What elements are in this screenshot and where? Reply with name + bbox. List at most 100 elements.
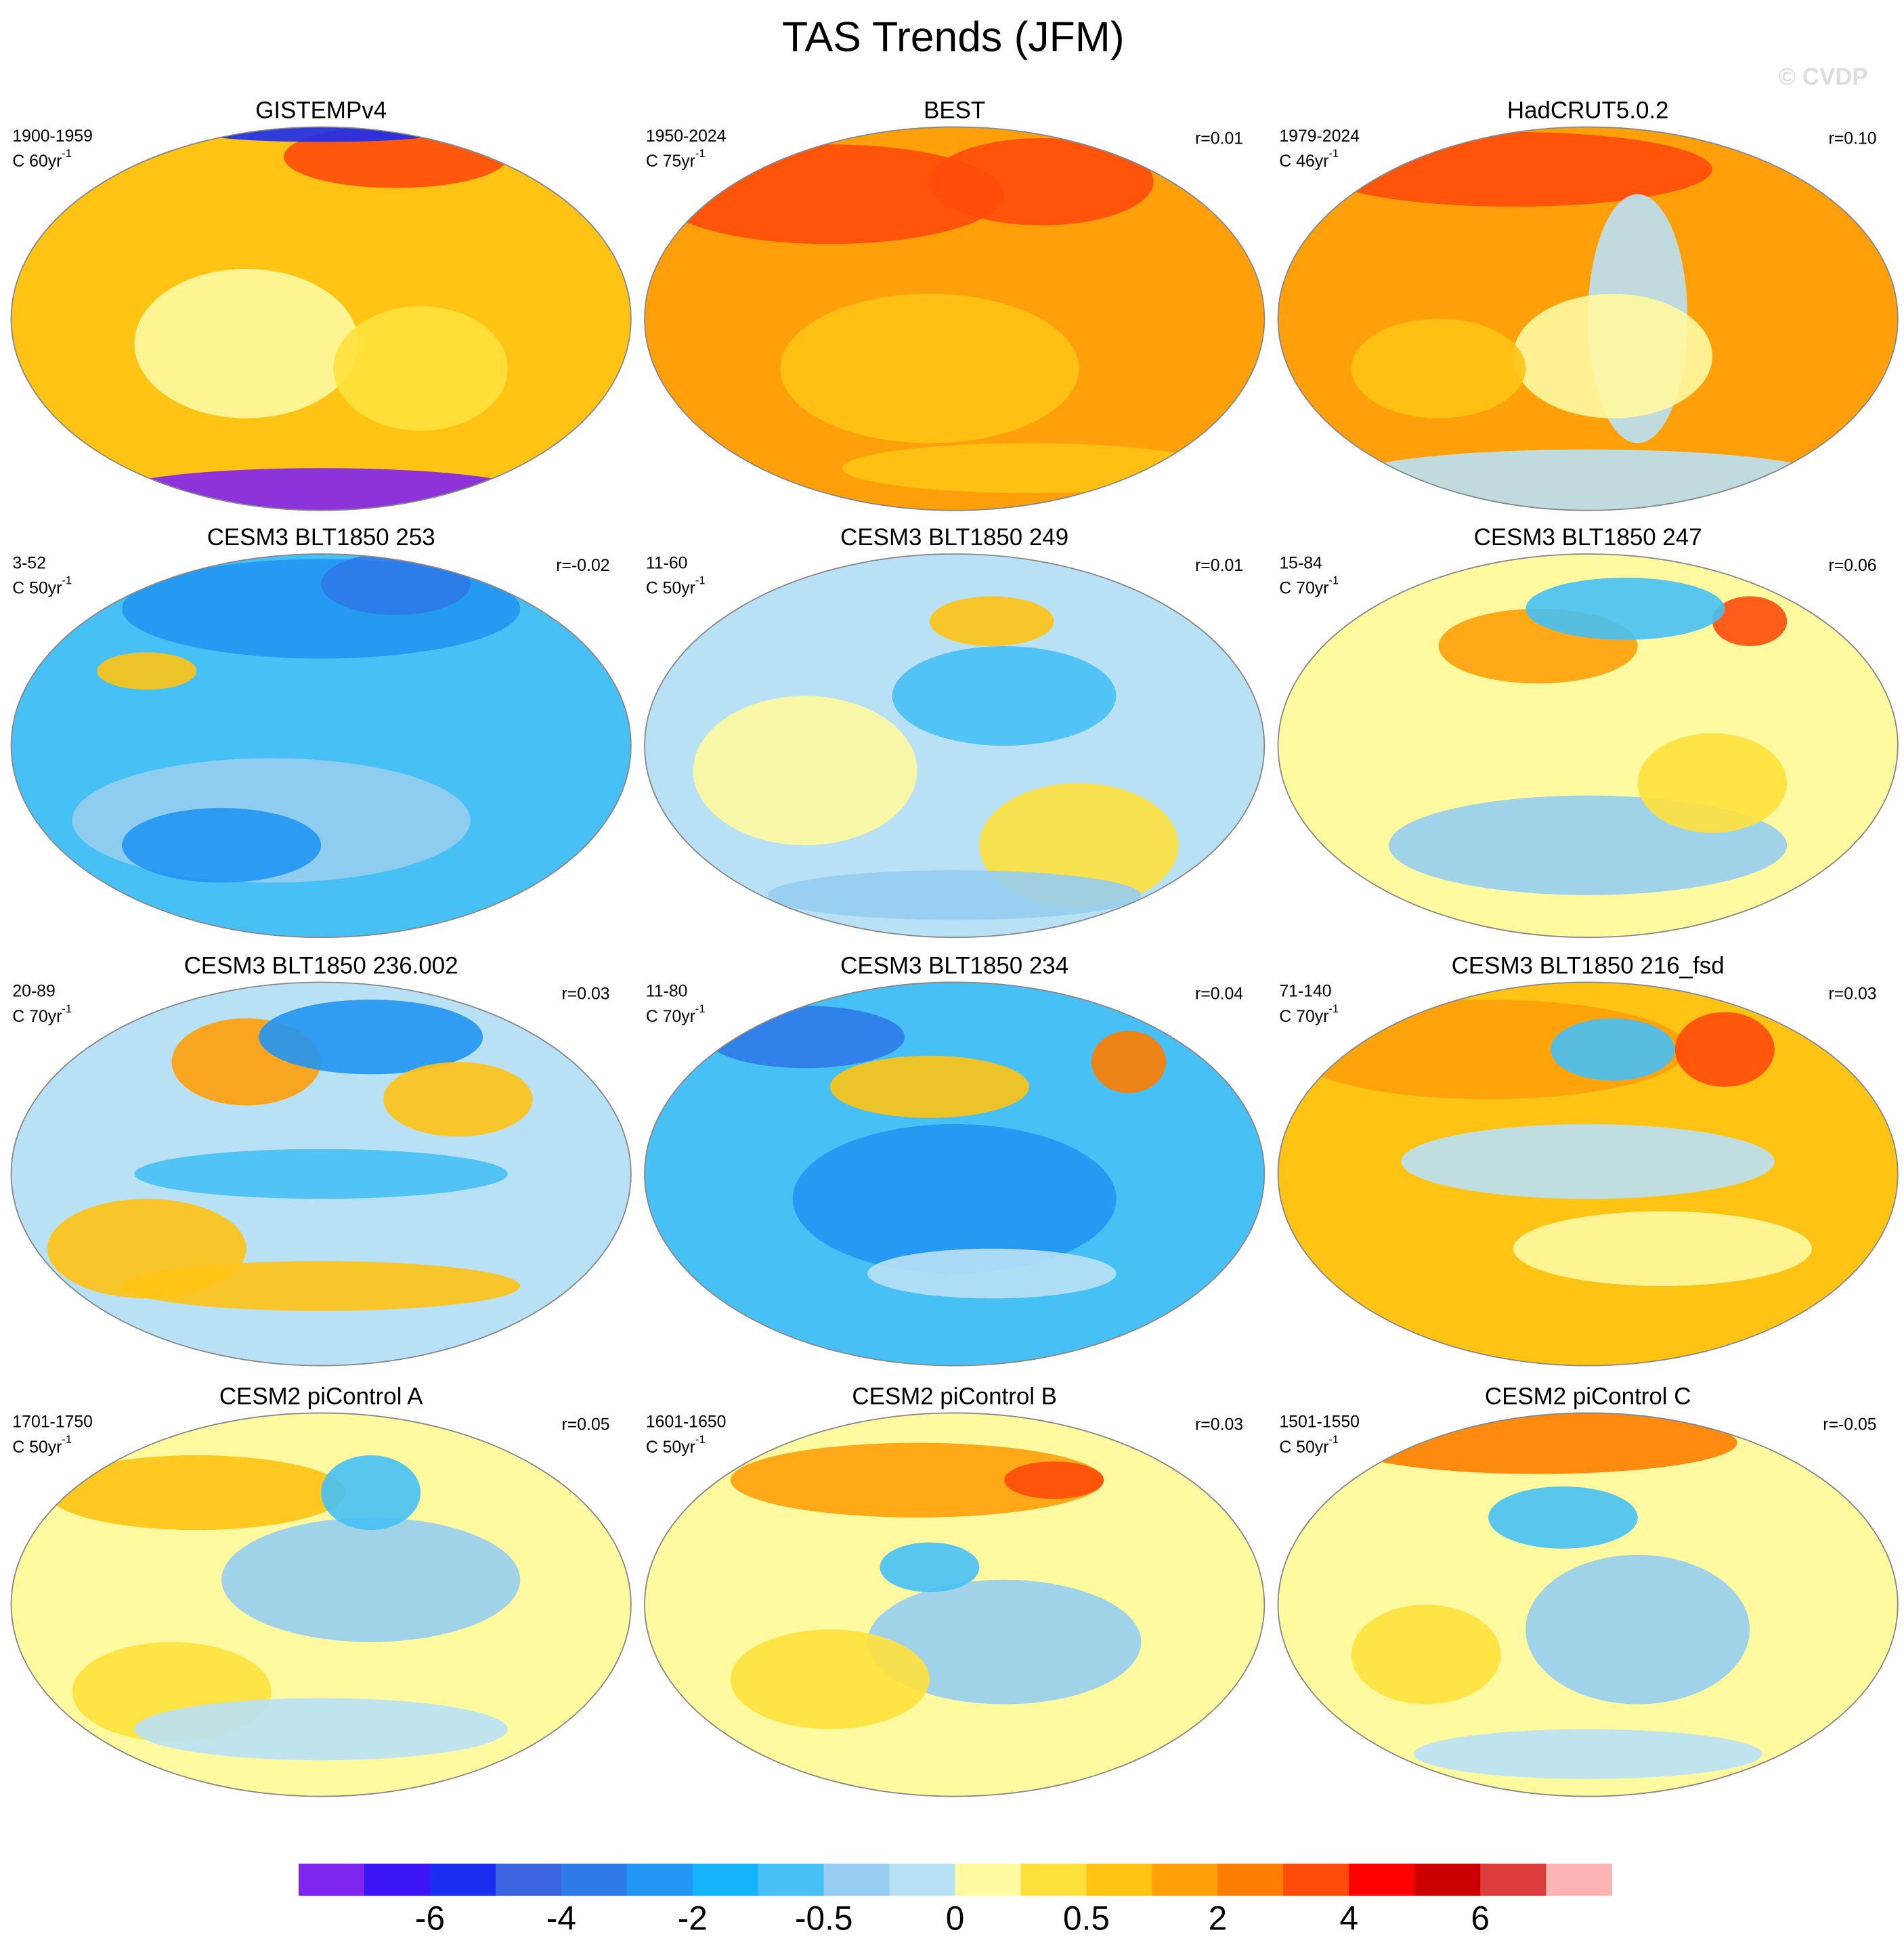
map-blob [259,1000,483,1075]
map-blob [730,1442,1104,1518]
map-blob [693,696,917,846]
colorbar-label: 0 [946,1900,965,1938]
panel-title: HadCRUT5.0.2 [1507,98,1669,124]
map-blob [880,1542,980,1593]
colorbar-label: -2 [678,1900,708,1938]
colorbar-box [299,1863,365,1896]
colorbar-label: -0.5 [795,1900,852,1938]
panel-units: C 70yr-1 [1279,1002,1339,1025]
panel-period: 11-80 [646,983,688,1001]
map-outline [1277,553,1899,939]
map-blob [47,1455,346,1531]
panel-title: CESM3 BLT1850 249 [840,524,1068,551]
map-blob [706,1006,905,1069]
map-blob [321,1455,421,1531]
map-outline [644,126,1265,511]
map-field [1278,1413,1898,1797]
pattern-correlation: r=-0.02 [556,557,609,575]
colorbar-box [758,1863,825,1896]
units-exponent: -1 [695,1433,706,1446]
colorbar-label: 6 [1471,1900,1490,1938]
panel-title: CESM3 BLT1850 216_fsd [1452,953,1725,979]
units-exponent: -1 [1328,1433,1339,1446]
map-blob [829,1055,1029,1118]
panel-period: 71-140 [1279,983,1331,1001]
panel-units: C 70yr-1 [12,1002,72,1025]
map-blob [767,870,1142,920]
map-outline [1277,1412,1899,1797]
map-field [11,554,631,938]
pattern-correlation: r=-0.05 [1823,1415,1876,1434]
colorbar-box [561,1863,628,1896]
units-text: C 46yr [1279,152,1328,171]
panel-units: C 75yr-1 [646,147,706,170]
panel-period: 1701-1750 [12,1413,93,1432]
map-blob [1513,293,1712,419]
units-exponent: -1 [1328,574,1339,587]
panel-units: C 70yr-1 [646,1002,706,1025]
units-exponent: -1 [62,1433,72,1446]
map-outline [10,1412,632,1797]
colorbar-box [1283,1863,1350,1896]
panel-period: 11-60 [646,554,688,572]
panel-units: C 46yr-1 [1279,147,1339,170]
panel-period: 1900-1959 [12,127,93,146]
pattern-correlation: r=0.04 [1195,985,1243,1003]
colorbar-box [889,1863,956,1896]
pattern-correlation: r=0.03 [1195,1415,1243,1434]
map-blob [1314,131,1712,207]
map-outline [644,1412,1265,1797]
panel-title: CESM3 BLT1850 247 [1474,524,1702,551]
map-field [1278,982,1898,1366]
colorbar-box [1152,1863,1219,1896]
map-field [11,1413,631,1797]
map-outline [644,981,1265,1367]
map-blob [134,1698,508,1761]
map-field [11,982,631,1366]
map-blob [1413,1729,1762,1779]
units-exponent: -1 [695,574,706,587]
panel-period: 15-84 [1279,554,1322,572]
map-blob [1091,1031,1167,1093]
units-text: C 50yr [1279,1438,1328,1456]
map-blob [122,1261,521,1311]
panel-units: C 50yr-1 [12,574,72,597]
colorbar-label: 2 [1209,1900,1228,1938]
map-field [645,982,1265,1366]
map-blob [221,1517,521,1642]
panel-period: 20-89 [12,983,55,1001]
panel-units: C 50yr-1 [1279,1433,1339,1456]
map-blob [97,652,197,690]
units-text: C 50yr [646,1438,695,1456]
map-blob [792,1124,1117,1274]
map-blob [1351,1604,1501,1705]
map-outline [10,126,632,511]
map-blob [867,1579,1142,1705]
units-exponent: -1 [695,1002,706,1015]
units-exponent: -1 [62,1002,72,1015]
map-field [11,127,631,511]
colorbar-box [1480,1863,1547,1896]
map-panel: CESM3 BLT1850 247 15-84 C 70yr-1 r=0.06 [1277,524,1899,939]
units-exponent: -1 [62,574,72,587]
map-panel: CESM3 BLT1850 249 11-60 C 50yr-1 r=0.01 [644,524,1265,939]
units-text: C 75yr [646,152,695,171]
pattern-correlation: r=0.03 [1829,985,1877,1003]
panel-title: CESM2 piControl A [219,1384,423,1410]
map-panel: CESM3 BLT1850 253 3-52 C 50yr-1 r=-0.02 [10,524,632,939]
map-blob [1712,596,1788,647]
panel-period: 1501-1550 [1279,1413,1360,1432]
map-blob [929,138,1154,226]
map-blob [867,1248,1117,1299]
pattern-correlation: r=0.03 [562,985,610,1003]
colorbar-label: 4 [1339,1900,1358,1938]
map-blob [892,646,1117,746]
map-field [645,554,1265,938]
colorbar-label: -6 [415,1900,445,1938]
